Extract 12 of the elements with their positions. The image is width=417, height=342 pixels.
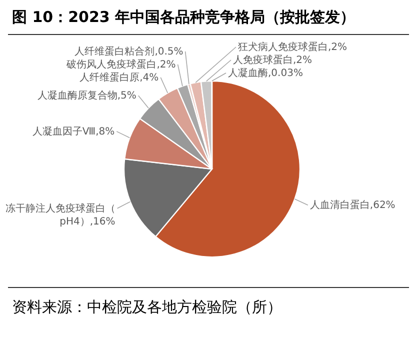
slice-label: 破伤风人免疫球蛋白,2%	[66, 58, 176, 70]
slice-label: 人纤维蛋白原,4%	[80, 71, 159, 84]
slice-label: 人血清白蛋白,62%	[310, 199, 396, 212]
slice-label: 人凝血因子Ⅷ,8%	[32, 125, 115, 138]
slice-label: 狂犬病人免疫球蛋白,2%	[238, 41, 348, 53]
chart-title: 图 10：2023 年中国各品种竞争格局（按批签发）	[8, 0, 409, 35]
slice-label: 人凝血酶原复合物,5%	[37, 90, 136, 102]
slice-label: 人凝血酶,0.03%	[228, 67, 303, 79]
slice-label: 人纤维蛋白粘合剂,0.5%	[74, 45, 184, 58]
slice-label: 人免疫球蛋白,2%	[233, 54, 312, 66]
slice-label: 冻干静注人免疫球蛋白（pH4）,16%	[5, 202, 116, 228]
text: 资料来源：中检院及各地方检验院（所）	[8, 287, 409, 326]
